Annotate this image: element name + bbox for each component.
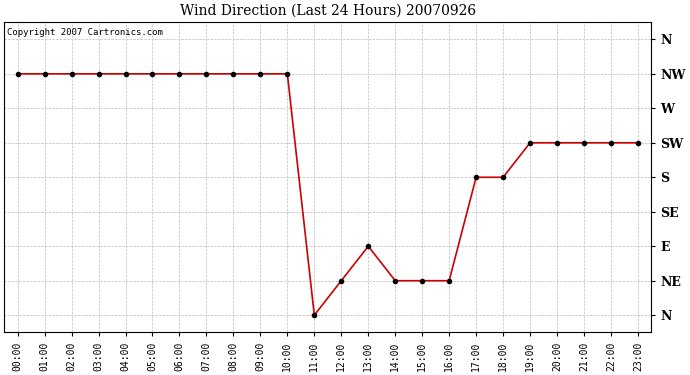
Text: Copyright 2007 Cartronics.com: Copyright 2007 Cartronics.com xyxy=(8,28,164,38)
Title: Wind Direction (Last 24 Hours) 20070926: Wind Direction (Last 24 Hours) 20070926 xyxy=(179,4,476,18)
